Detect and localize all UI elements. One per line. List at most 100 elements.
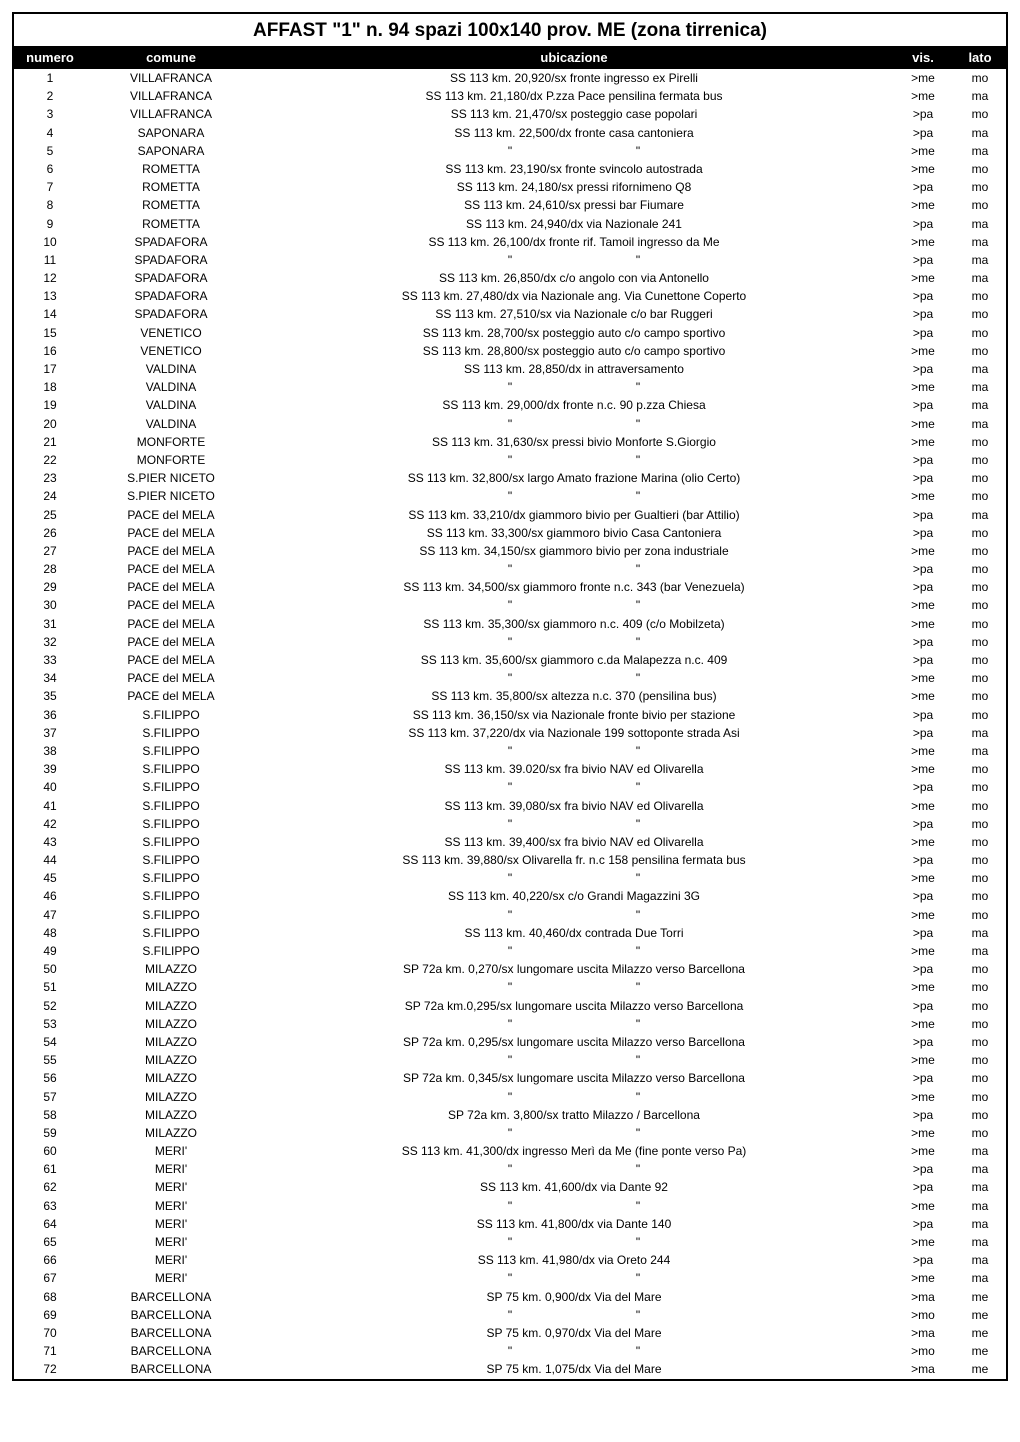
cell-comune: VENETICO <box>86 342 256 360</box>
cell-ubicazione: " " <box>256 1088 892 1106</box>
cell-lato: ma <box>954 360 1006 378</box>
cell-numero: 15 <box>14 324 86 342</box>
cell-comune: VALDINA <box>86 396 256 414</box>
cell-ubicazione: SS 113 km. 20,920/sx fronte ingresso ex … <box>256 69 892 87</box>
cell-vis: >pa <box>892 578 954 596</box>
cell-vis: >pa <box>892 724 954 742</box>
cell-comune: VILLAFRANCA <box>86 87 256 105</box>
cell-vis: >me <box>892 342 954 360</box>
cell-vis: >me <box>892 1142 954 1160</box>
cell-numero: 58 <box>14 1106 86 1124</box>
table-row: 30PACE del MELA" ">memo <box>14 596 1006 614</box>
cell-lato: me <box>954 1288 1006 1306</box>
cell-ubicazione: " " <box>256 906 892 924</box>
cell-ubicazione: SS 113 km. 21,470/sx posteggio case popo… <box>256 105 892 123</box>
table-row: 11SPADAFORA" ">pama <box>14 251 1006 269</box>
cell-lato: mo <box>954 869 1006 887</box>
table-row: 69BARCELLONA" ">mome <box>14 1306 1006 1324</box>
cell-numero: 52 <box>14 997 86 1015</box>
table-row: 26PACE del MELASS 113 km. 33,300/sx giam… <box>14 524 1006 542</box>
cell-vis: >me <box>892 542 954 560</box>
cell-lato: mo <box>954 906 1006 924</box>
table-row: 21MONFORTESS 113 km. 31,630/sx pressi bi… <box>14 433 1006 451</box>
cell-numero: 46 <box>14 887 86 905</box>
cell-comune: MERI' <box>86 1251 256 1269</box>
cell-vis: >ma <box>892 1360 954 1378</box>
table-row: 14SPADAFORASS 113 km. 27,510/sx via Nazi… <box>14 305 1006 323</box>
cell-vis: >pa <box>892 1160 954 1178</box>
cell-lato: me <box>954 1360 1006 1378</box>
cell-comune: ROMETTA <box>86 178 256 196</box>
cell-numero: 2 <box>14 87 86 105</box>
table-row: 36S.FILIPPOSS 113 km. 36,150/sx via Nazi… <box>14 706 1006 724</box>
cell-lato: ma <box>954 724 1006 742</box>
cell-lato: ma <box>954 1160 1006 1178</box>
cell-numero: 13 <box>14 287 86 305</box>
cell-comune: MERI' <box>86 1178 256 1196</box>
cell-vis: >me <box>892 833 954 851</box>
table-row: 15VENETICOSS 113 km. 28,700/sx posteggio… <box>14 324 1006 342</box>
cell-vis: >pa <box>892 469 954 487</box>
cell-comune: MILAZZO <box>86 1069 256 1087</box>
page-title: AFFAST "1" n. 94 spazi 100x140 prov. ME … <box>14 14 1006 46</box>
cell-numero: 22 <box>14 451 86 469</box>
cell-ubicazione: SS 113 km. 36,150/sx via Nazionale front… <box>256 706 892 724</box>
cell-vis: >me <box>892 378 954 396</box>
cell-comune: PACE del MELA <box>86 669 256 687</box>
table-row: 1VILLAFRANCASS 113 km. 20,920/sx fronte … <box>14 69 1006 87</box>
cell-numero: 9 <box>14 215 86 233</box>
cell-vis: >pa <box>892 324 954 342</box>
cell-ubicazione: " " <box>256 633 892 651</box>
cell-ubicazione: " " <box>256 742 892 760</box>
cell-vis: >me <box>892 978 954 996</box>
cell-comune: PACE del MELA <box>86 578 256 596</box>
table-row: 37S.FILIPPOSS 113 km. 37,220/dx via Nazi… <box>14 724 1006 742</box>
table-row: 44S.FILIPPOSS 113 km. 39,880/sx Olivarel… <box>14 851 1006 869</box>
cell-ubicazione: SS 113 km. 33,300/sx giammoro bivio Casa… <box>256 524 892 542</box>
cell-ubicazione: " " <box>256 869 892 887</box>
cell-vis: >me <box>892 269 954 287</box>
cell-lato: ma <box>954 742 1006 760</box>
cell-ubicazione: SS 113 km. 22,500/dx fronte casa cantoni… <box>256 124 892 142</box>
table-row: 43S.FILIPPOSS 113 km. 39,400/sx fra bivi… <box>14 833 1006 851</box>
cell-ubicazione: SS 113 km. 27,510/sx via Nazionale c/o b… <box>256 305 892 323</box>
cell-ubicazione: " " <box>256 978 892 996</box>
cell-lato: mo <box>954 851 1006 869</box>
cell-comune: VALDINA <box>86 415 256 433</box>
cell-vis: >me <box>892 1124 954 1142</box>
cell-ubicazione: SP 72a km. 0,270/sx lungomare uscita Mil… <box>256 960 892 978</box>
table-row: 8ROMETTASS 113 km. 24,610/sx pressi bar … <box>14 196 1006 214</box>
table-row: 40S.FILIPPO" ">pamo <box>14 778 1006 796</box>
cell-comune: MERI' <box>86 1269 256 1287</box>
cell-numero: 61 <box>14 1160 86 1178</box>
cell-lato: mo <box>954 1124 1006 1142</box>
cell-lato: mo <box>954 287 1006 305</box>
cell-ubicazione: " " <box>256 142 892 160</box>
cell-lato: mo <box>954 778 1006 796</box>
cell-ubicazione: " " <box>256 487 892 505</box>
cell-ubicazione: SS 113 km. 41,600/dx via Dante 92 <box>256 1178 892 1196</box>
cell-numero: 19 <box>14 396 86 414</box>
cell-numero: 43 <box>14 833 86 851</box>
cell-numero: 28 <box>14 560 86 578</box>
cell-vis: >pa <box>892 960 954 978</box>
table-row: 9ROMETTASS 113 km. 24,940/dx via Naziona… <box>14 215 1006 233</box>
cell-numero: 50 <box>14 960 86 978</box>
cell-numero: 56 <box>14 1069 86 1087</box>
cell-comune: SPADAFORA <box>86 269 256 287</box>
cell-comune: PACE del MELA <box>86 542 256 560</box>
cell-vis: >me <box>892 1269 954 1287</box>
cell-lato: mo <box>954 1069 1006 1087</box>
cell-lato: mo <box>954 178 1006 196</box>
table-row: 7ROMETTASS 113 km. 24,180/sx pressi rifo… <box>14 178 1006 196</box>
cell-ubicazione: SP 72a km. 0,345/sx lungomare uscita Mil… <box>256 1069 892 1087</box>
table-row: 49S.FILIPPO" ">mema <box>14 942 1006 960</box>
cell-numero: 20 <box>14 415 86 433</box>
table-row: 57MILAZZO" ">memo <box>14 1088 1006 1106</box>
cell-ubicazione: " " <box>256 560 892 578</box>
cell-ubicazione: SS 113 km. 40,220/sx c/o Grandi Magazzin… <box>256 887 892 905</box>
cell-lato: mo <box>954 1015 1006 1033</box>
cell-numero: 49 <box>14 942 86 960</box>
cell-numero: 31 <box>14 615 86 633</box>
cell-lato: mo <box>954 669 1006 687</box>
